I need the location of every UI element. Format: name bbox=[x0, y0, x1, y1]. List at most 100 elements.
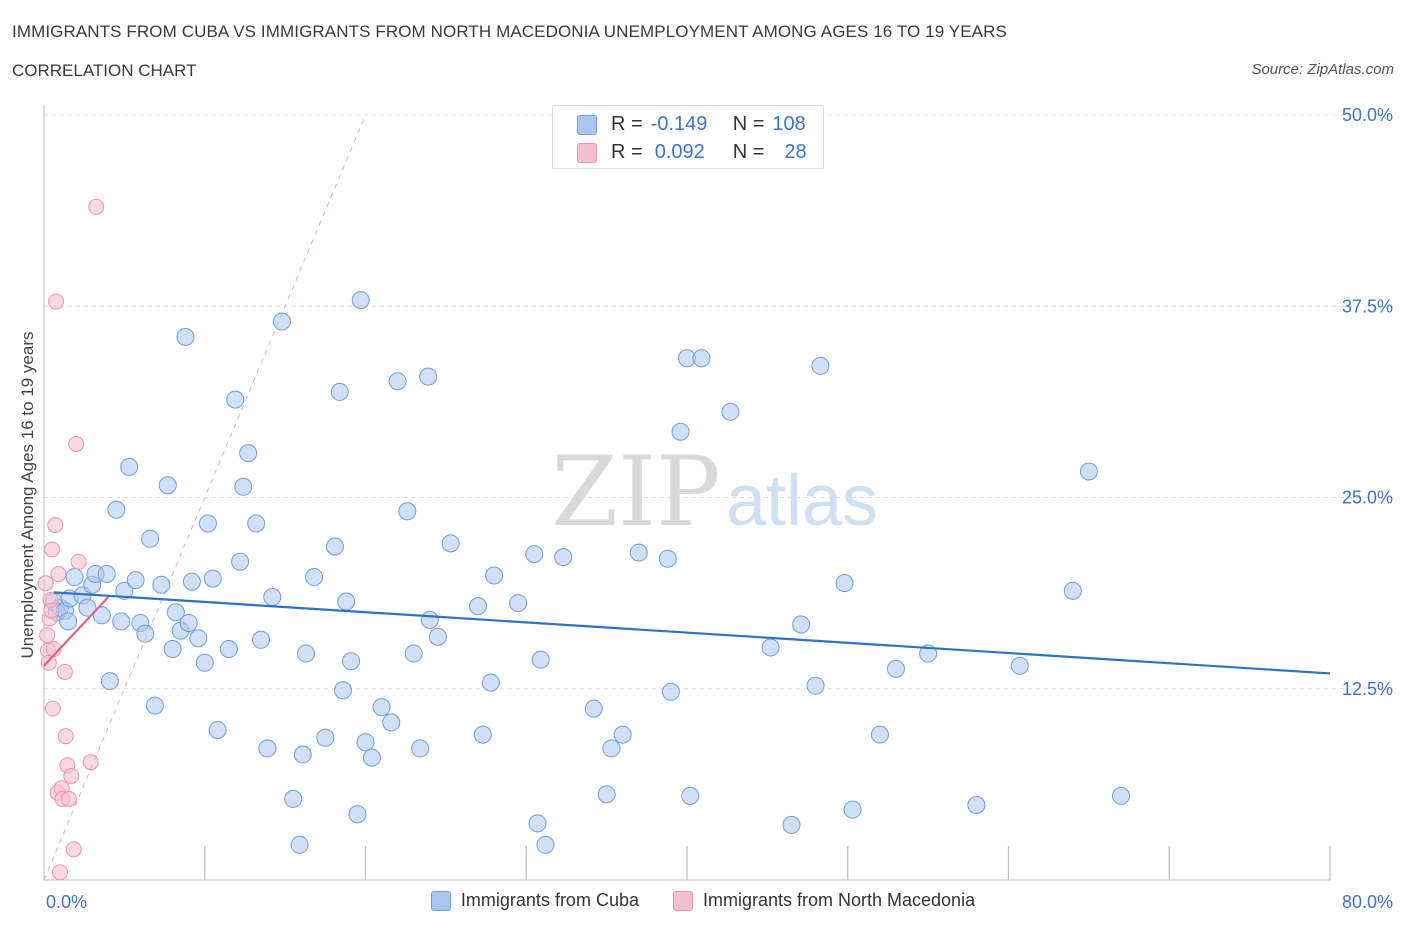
source-credit: Source: ZipAtlas.com bbox=[1251, 61, 1394, 78]
data-point-macedonia bbox=[48, 293, 65, 310]
stats-n-label-macedonia: N = bbox=[732, 141, 765, 163]
data-point-cuba bbox=[481, 673, 500, 692]
data-point-cuba bbox=[348, 805, 367, 824]
data-point-cuba bbox=[78, 598, 97, 617]
data-point-cuba bbox=[258, 739, 277, 758]
data-point-cuba bbox=[411, 739, 430, 758]
data-point-cuba bbox=[792, 615, 811, 634]
data-point-cuba bbox=[112, 612, 131, 631]
data-point-cuba bbox=[613, 725, 632, 744]
data-point-cuba bbox=[97, 565, 116, 583]
data-point-cuba bbox=[681, 786, 700, 805]
data-point-cuba bbox=[203, 569, 222, 588]
data-point-cuba bbox=[692, 349, 711, 368]
data-point-macedonia bbox=[52, 864, 69, 881]
stats-n-value-cuba: 108 bbox=[772, 113, 806, 135]
diagonal-reference-line bbox=[43, 114, 366, 881]
data-point-cuba bbox=[126, 571, 145, 590]
data-point-macedonia bbox=[47, 517, 64, 534]
trend-line-macedonia bbox=[43, 596, 110, 667]
trend-line-cuba bbox=[53, 591, 1331, 675]
data-point-cuba bbox=[316, 728, 335, 747]
data-point-cuba bbox=[835, 574, 854, 593]
data-point-macedonia bbox=[37, 575, 54, 592]
data-point-macedonia bbox=[43, 602, 60, 619]
legend-label-cuba: Immigrants from Cuba bbox=[460, 890, 639, 910]
data-point-cuba bbox=[671, 422, 690, 441]
data-point-cuba bbox=[293, 745, 312, 764]
y-tick-label: 12.5% bbox=[1342, 679, 1393, 699]
chart-subtitle: CORRELATION CHART bbox=[12, 61, 197, 80]
trend-lines bbox=[43, 591, 1331, 675]
series-macedonia-points bbox=[37, 198, 105, 881]
data-point-cuba bbox=[398, 502, 417, 521]
data-point-cuba bbox=[263, 587, 282, 606]
data-point-cuba bbox=[290, 835, 309, 854]
data-point-cuba bbox=[136, 624, 155, 643]
x-tick-label-max: 80.0% bbox=[1342, 892, 1393, 912]
stats-legend-box: R = -0.149 N = 108 R = 0.092 N = 28 bbox=[552, 105, 824, 169]
stats-row-macedonia: R = 0.092 N = 28 bbox=[577, 141, 807, 164]
data-point-cuba bbox=[388, 372, 407, 391]
data-point-cuba bbox=[967, 796, 986, 815]
data-point-cuba bbox=[234, 477, 253, 496]
data-point-cuba bbox=[239, 444, 258, 463]
data-point-macedonia bbox=[70, 553, 87, 570]
data-point-cuba bbox=[584, 699, 603, 718]
data-point-cuba bbox=[870, 725, 889, 744]
watermark-zip: ZIP bbox=[551, 436, 720, 548]
chart-title: IMMIGRANTS FROM CUBA VS IMMIGRANTS FROM … bbox=[12, 22, 1007, 41]
data-point-cuba bbox=[485, 566, 504, 585]
data-point-cuba bbox=[428, 627, 447, 646]
data-point-cuba bbox=[597, 785, 616, 804]
data-point-macedonia bbox=[88, 198, 105, 215]
data-point-cuba bbox=[189, 629, 208, 648]
data-point-cuba bbox=[509, 594, 528, 613]
data-point-cuba bbox=[372, 698, 391, 717]
x-tick-label-min: 0.0% bbox=[46, 892, 87, 912]
data-point-macedonia bbox=[63, 767, 80, 784]
data-point-macedonia bbox=[65, 841, 82, 858]
data-point-macedonia bbox=[44, 541, 61, 558]
data-point-cuba bbox=[158, 476, 177, 495]
data-point-cuba bbox=[107, 500, 126, 519]
stats-r-label-macedonia: R = bbox=[611, 141, 643, 163]
data-point-cuba bbox=[208, 721, 227, 740]
data-point-cuba bbox=[473, 725, 492, 744]
data-point-cuba bbox=[419, 367, 438, 386]
legend-item-macedonia[interactable]: Immigrants from North Macedonia bbox=[672, 890, 975, 911]
stats-swatch-macedonia bbox=[577, 142, 597, 163]
data-point-macedonia bbox=[44, 700, 61, 717]
data-point-macedonia bbox=[82, 754, 99, 771]
data-point-cuba bbox=[362, 748, 381, 767]
legend-item-cuba[interactable]: Immigrants from Cuba bbox=[430, 890, 639, 911]
data-point-cuba bbox=[231, 552, 250, 571]
stats-n-value-macedonia: 28 bbox=[784, 141, 807, 163]
data-point-cuba bbox=[305, 568, 324, 587]
data-point-cuba bbox=[163, 639, 182, 658]
data-point-cuba bbox=[661, 682, 680, 701]
legend-swatch-macedonia bbox=[672, 890, 693, 911]
watermark-atlas: atlas bbox=[726, 461, 878, 541]
data-point-cuba bbox=[115, 581, 134, 600]
data-point-macedonia bbox=[50, 566, 67, 582]
data-point-cuba bbox=[919, 644, 938, 663]
data-point-cuba bbox=[1010, 656, 1029, 675]
data-point-cuba bbox=[404, 644, 423, 663]
data-point-cuba bbox=[182, 572, 201, 591]
data-point-cuba bbox=[219, 639, 238, 658]
gridlines bbox=[44, 114, 1395, 690]
data-point-cuba bbox=[176, 327, 195, 346]
data-point-cuba bbox=[441, 534, 460, 553]
data-point-cuba bbox=[198, 514, 217, 533]
data-point-cuba bbox=[554, 548, 573, 567]
data-point-cuba bbox=[141, 529, 160, 548]
data-point-macedonia bbox=[60, 790, 77, 807]
data-point-cuba bbox=[333, 681, 352, 700]
y-tick-label: 37.5% bbox=[1342, 296, 1393, 316]
data-point-cuba bbox=[536, 835, 555, 854]
data-point-cuba bbox=[843, 800, 862, 819]
bottom-legend: Immigrants from Cuba Immigrants from Nor… bbox=[0, 890, 1406, 911]
stats-row-cuba: R = -0.149 N = 108 bbox=[577, 113, 806, 136]
